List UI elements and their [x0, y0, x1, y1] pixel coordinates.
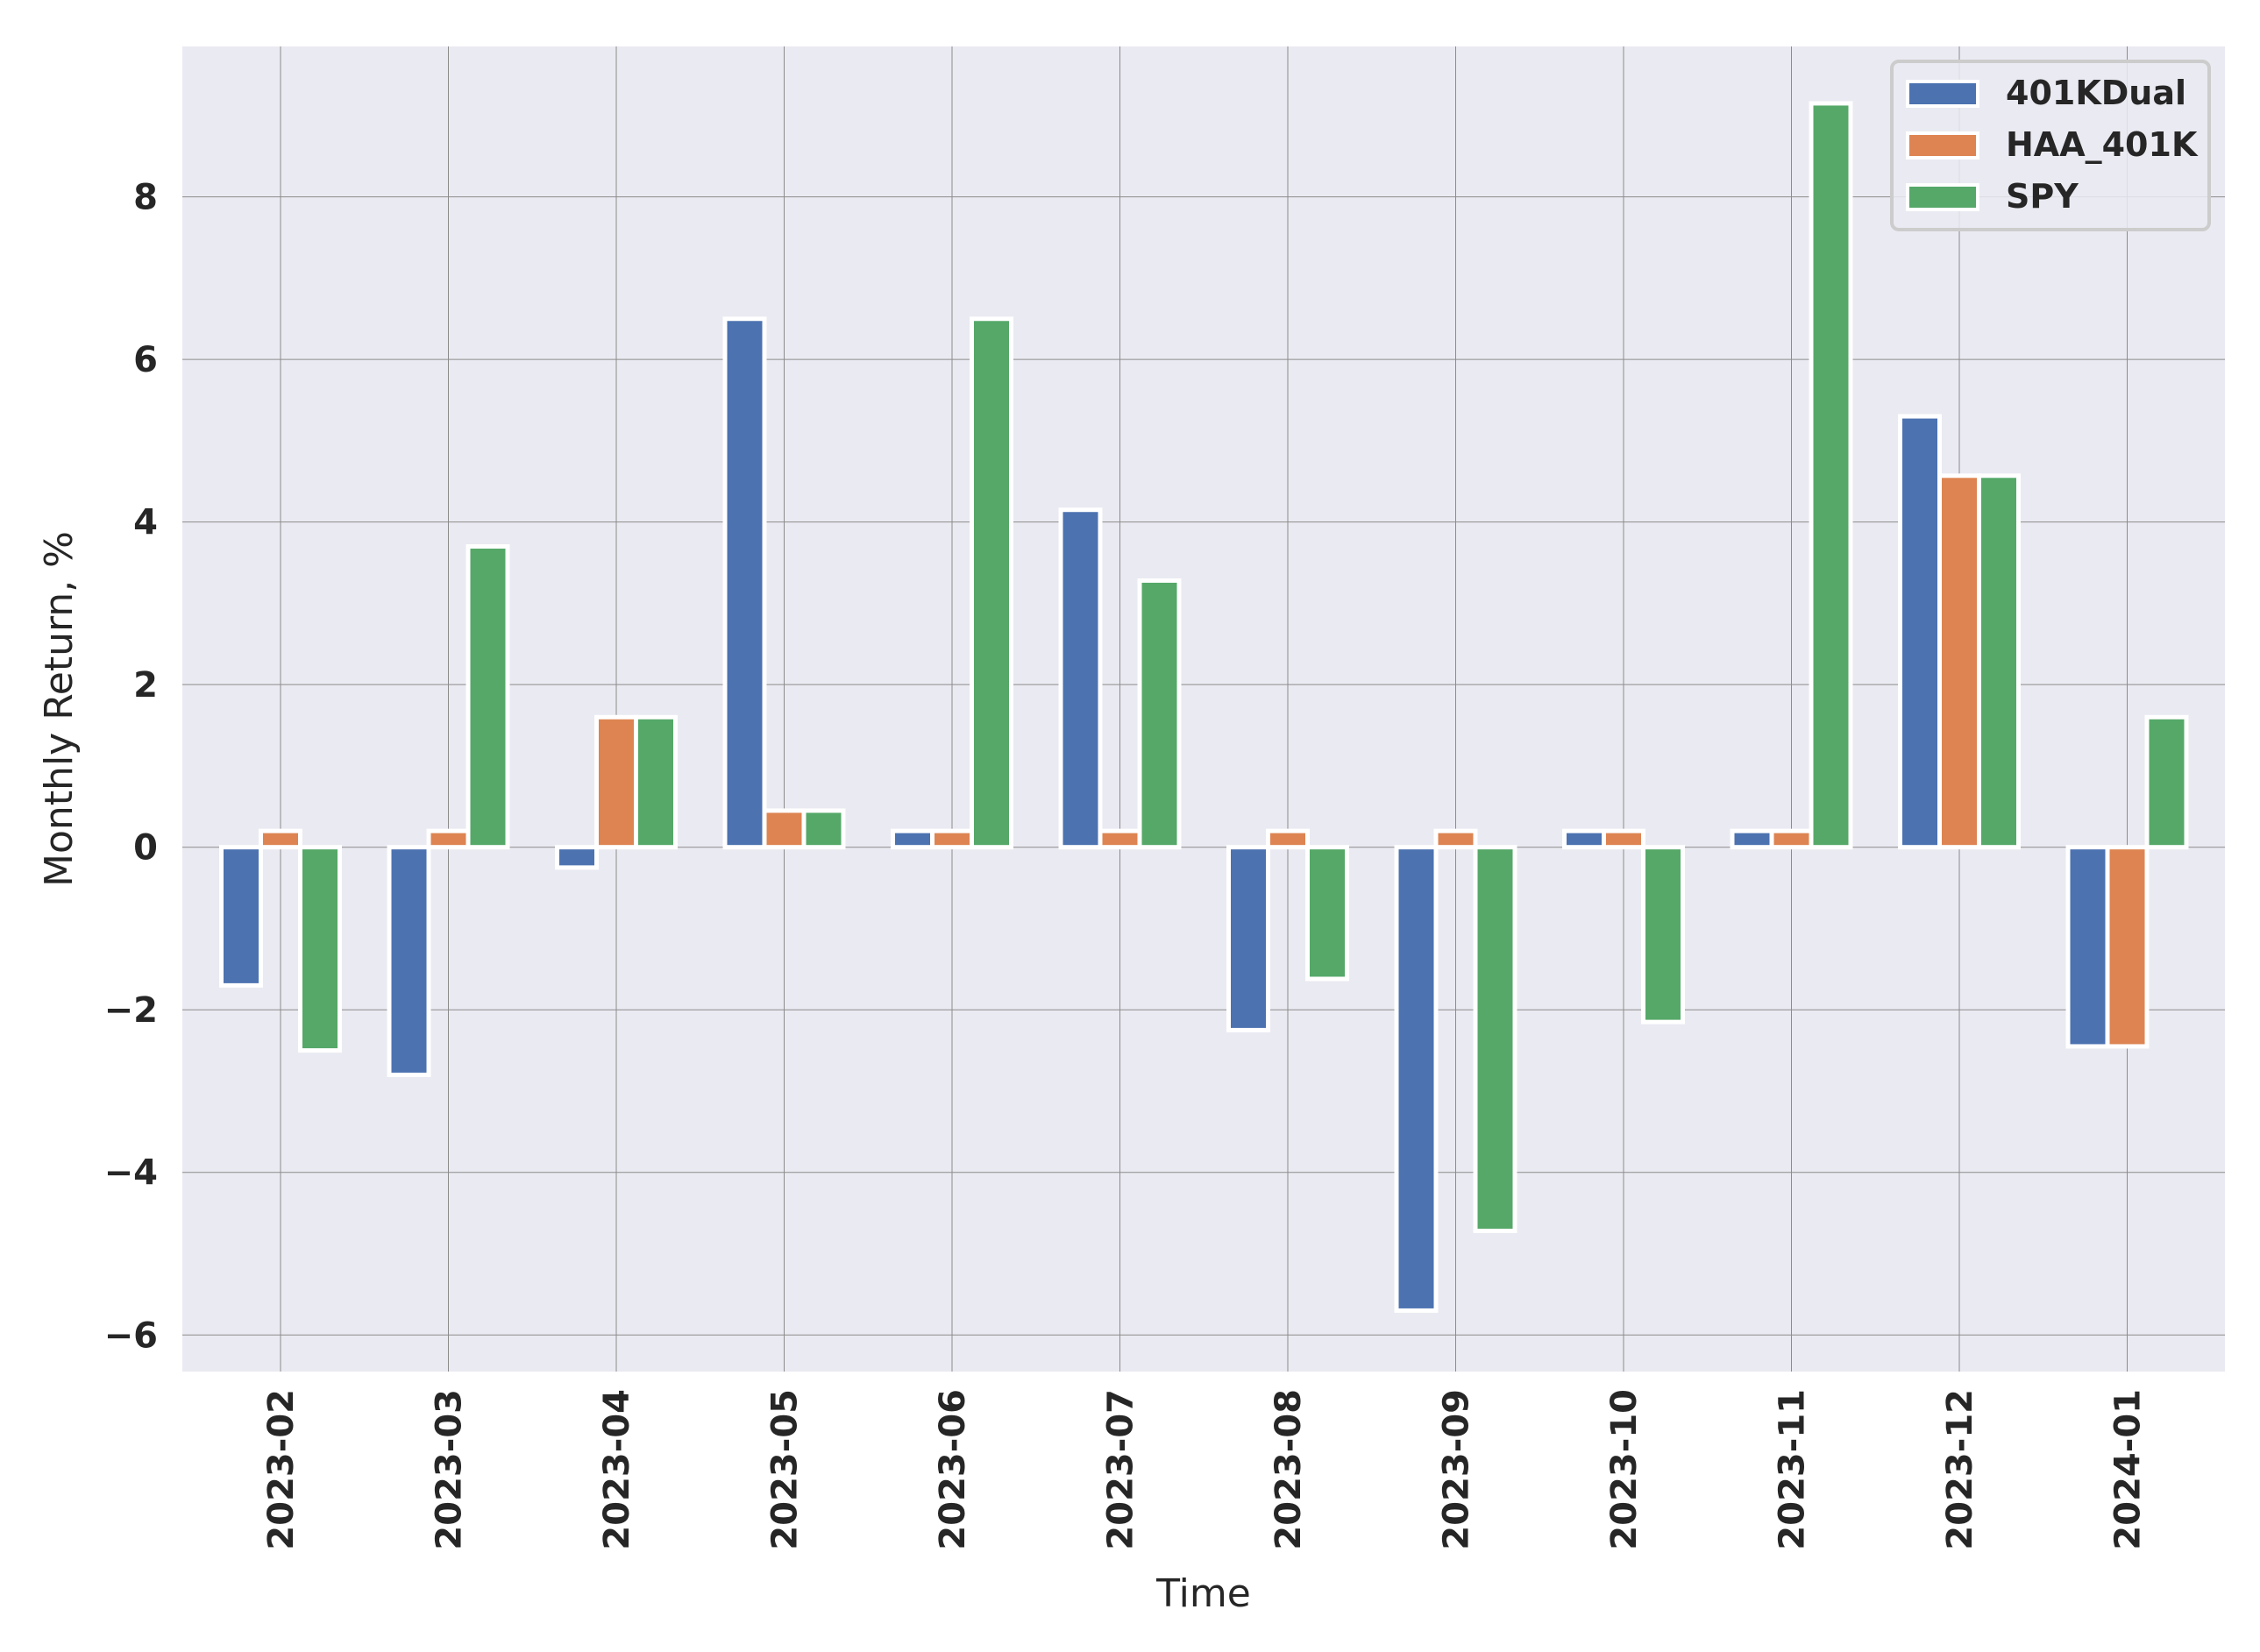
legend-swatch — [1906, 131, 1979, 160]
bar-401kdual-2023-03 — [387, 845, 431, 1077]
bar-haa-401k-2023-07 — [1098, 828, 1142, 850]
bar-spy-2023-05 — [801, 808, 846, 850]
bar-spy-2023-09 — [1473, 845, 1517, 1234]
legend-swatch — [1906, 80, 1979, 108]
bar-haa-401k-2023-10 — [1602, 828, 1645, 850]
x-tick-label: 2023-07 — [1101, 1389, 1141, 1550]
bar-haa-401k-2023-06 — [930, 828, 974, 850]
bar-spy-2023-02 — [298, 845, 342, 1053]
legend-label: HAA_401K — [2006, 125, 2199, 164]
bar-haa-401k-2023-08 — [1266, 828, 1310, 850]
legend-swatch — [1906, 183, 1979, 211]
bar-spy-2023-03 — [466, 543, 510, 850]
bar-401kdual-2023-04 — [555, 845, 599, 870]
bar-spy-2024-01 — [2144, 714, 2189, 850]
y-tick-label: 8 — [133, 178, 158, 218]
bar-haa-401k-2023-09 — [1433, 828, 1478, 850]
y-tick-label: 0 — [133, 828, 158, 869]
x-tick-label: 2023-11 — [1773, 1389, 1813, 1550]
bar-spy-2023-08 — [1305, 845, 1349, 982]
bar-401kdual-2023-10 — [1562, 828, 1606, 850]
bar-401kdual-2023-07 — [1058, 507, 1103, 850]
y-tick-label: 2 — [133, 665, 158, 705]
y-tick-labels: −6 −4 −2 0 2 4 6 8 — [104, 178, 158, 1357]
bar-401kdual-2024-01 — [2065, 845, 2110, 1049]
bar-haa-401k-2023-02 — [259, 828, 302, 850]
plot-background — [182, 46, 2225, 1372]
legend-label: SPY — [2006, 177, 2079, 216]
x-tick-label: 2023-08 — [1269, 1389, 1309, 1550]
x-tick-label: 2023-05 — [765, 1389, 806, 1550]
bar-401kdual-2023-11 — [1730, 828, 1774, 850]
bar-401kdual-2023-08 — [1226, 845, 1270, 1032]
bar-401kdual-2023-12 — [1898, 414, 1942, 850]
bar-haa-401k-2023-11 — [1769, 828, 1814, 850]
y-tick-label: 6 — [133, 340, 158, 380]
bar-401kdual-2023-06 — [891, 828, 935, 850]
x-tick-label: 2023-12 — [1940, 1389, 1980, 1550]
y-tick-label: −6 — [104, 1315, 158, 1356]
y-axis-label: Monthly Return, % — [37, 531, 82, 887]
x-tick-label: 2024-01 — [2108, 1389, 2149, 1550]
y-tick-label: −2 — [104, 990, 158, 1031]
bar-spy-2023-10 — [1641, 845, 1685, 1025]
bar-haa-401k-2023-05 — [762, 808, 807, 850]
bars — [219, 101, 2189, 1313]
bar-spy-2023-04 — [634, 714, 678, 850]
x-tick-labels: 2023-02 2023-03 2023-04 2023-05 2023-06 2023-… — [261, 1389, 2149, 1550]
legend: 401KDual HAA_401K SPY — [1890, 60, 2211, 231]
x-tick-label: 2023-04 — [597, 1389, 637, 1550]
x-tick-label: 2023-10 — [1604, 1389, 1645, 1550]
legend-label: 401KDual — [2006, 74, 2186, 112]
bar-haa-401k-2023-03 — [426, 828, 471, 850]
x-tick-label: 2023-02 — [261, 1389, 302, 1550]
bar-haa-401k-2024-01 — [2105, 845, 2150, 1049]
y-tick-label: −4 — [104, 1153, 158, 1194]
bar-spy-2023-11 — [1809, 101, 1853, 850]
bar-401kdual-2023-02 — [219, 845, 263, 988]
x-tick-label: 2023-09 — [1437, 1389, 1477, 1550]
bar-401kdual-2023-05 — [722, 316, 767, 850]
bar-401kdual-2023-09 — [1394, 845, 1439, 1313]
x-axis-label: Time — [1155, 1571, 1251, 1616]
bar-spy-2023-12 — [1977, 473, 2021, 850]
y-tick-label: 4 — [133, 503, 158, 543]
bar-spy-2023-06 — [970, 316, 1013, 850]
bar-spy-2023-07 — [1137, 578, 1182, 850]
gridlines — [182, 46, 2225, 1372]
bar-haa-401k-2023-12 — [1937, 473, 1981, 850]
x-tick-label: 2023-03 — [430, 1389, 470, 1550]
bar-haa-401k-2023-04 — [594, 714, 638, 850]
x-tick-label: 2023-06 — [933, 1389, 973, 1550]
